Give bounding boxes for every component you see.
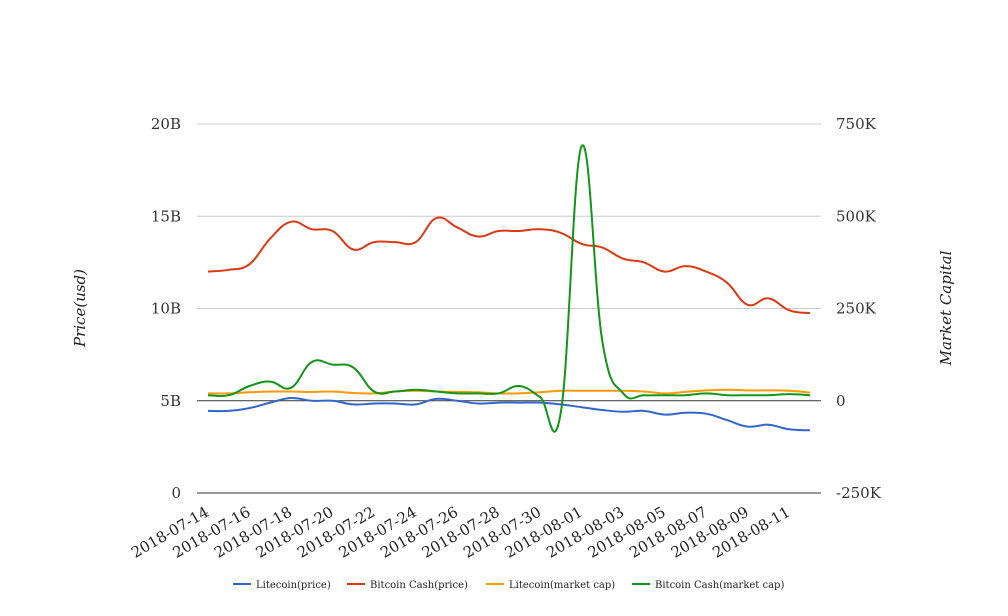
legend-item[interactable]: Bitcoin Cash(market cap) — [632, 580, 784, 591]
right-y-tick-label: 500K — [836, 207, 877, 225]
legend-item[interactable]: Litecoin(market cap) — [486, 580, 615, 591]
left-y-axis: 0 5B 10B 15B 20B — [151, 115, 181, 502]
legend-label: Litecoin(market cap) — [509, 580, 615, 591]
legend-item[interactable]: Litecoin(price) — [233, 580, 331, 591]
x-axis: 2018-07-142018-07-162018-07-182018-07-20… — [128, 503, 793, 562]
series-lines — [207, 144, 811, 433]
left-y-tick-label: 0 — [171, 484, 181, 502]
legend-label: Litecoin(price) — [256, 580, 331, 591]
series-line-litecoin-market-cap — [207, 388, 811, 395]
legend-label: Bitcoin Cash(market cap) — [655, 580, 784, 591]
series-line-litecoin-price — [207, 396, 811, 432]
series-line-bitcoin-cash-price — [207, 216, 811, 315]
right-y-tick-label: 0 — [836, 392, 846, 410]
left-y-tick-label: 10B — [151, 300, 181, 318]
legend-item[interactable]: Bitcoin Cash(price) — [347, 580, 468, 591]
right-y-tick-label: -250K — [836, 484, 882, 502]
left-y-tick-label: 15B — [151, 207, 181, 225]
right-axis-title: Market Capital — [937, 250, 955, 366]
right-y-tick-label: 250K — [836, 300, 877, 318]
left-y-tick-label: 20B — [151, 115, 181, 133]
legend[interactable]: Litecoin(price) Bitcoin Cash(price) Liteco… — [233, 580, 784, 591]
left-axis-title: Price(usd) — [71, 269, 89, 348]
series-line-bitcoin-cash-market-cap — [207, 144, 811, 433]
right-y-tick-label: 750K — [836, 115, 877, 133]
right-y-axis: -250K 0 250K 500K 750K — [836, 115, 882, 502]
grid-lines — [197, 123, 821, 494]
left-y-tick-label: 5B — [160, 392, 181, 410]
legend-label: Bitcoin Cash(price) — [370, 580, 468, 591]
